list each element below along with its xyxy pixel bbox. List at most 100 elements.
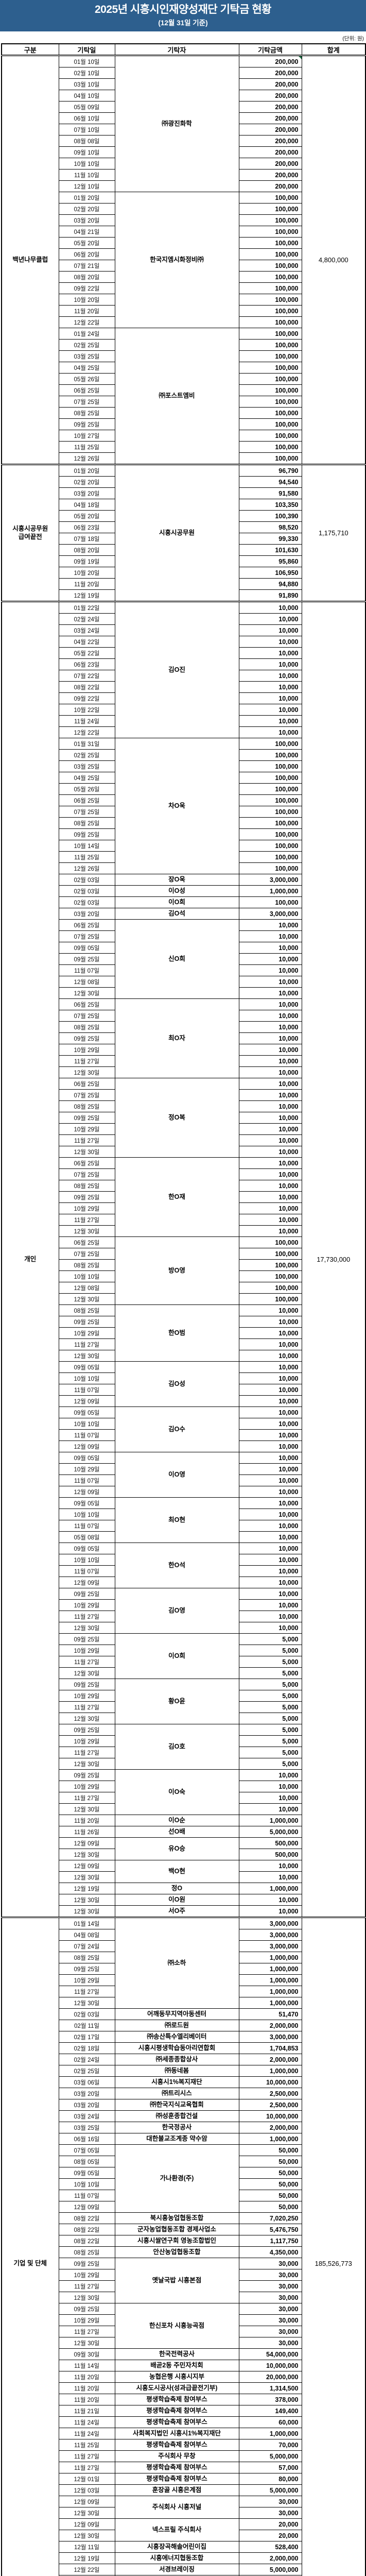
date-cell: 12월 30일 [58, 1871, 115, 1884]
date-cell: 09월 30일 [58, 2348, 115, 2361]
amount-cell: 100,000 [238, 452, 302, 465]
date-cell: 04월 25일 [58, 362, 115, 374]
amount-cell: 100,000 [238, 384, 302, 397]
date-cell: 06월 25일 [58, 1078, 115, 1090]
date-cell: 09월 25일 [58, 828, 115, 841]
date-cell: 12월 22일 [58, 2564, 115, 2576]
date-cell: 06월 23일 [58, 521, 115, 534]
date-cell: 02월 24일 [58, 2054, 115, 2066]
table-row: 12월 10일 200,000 [2, 180, 365, 193]
table-row: 03월 25일 100,000 [2, 760, 365, 773]
date-cell: 10월 29일 [58, 1781, 115, 1793]
date-cell: 12월 30일 [58, 1758, 115, 1770]
amount-cell: 1,000,000 [238, 2428, 302, 2440]
date-cell: 05월 20일 [58, 510, 115, 522]
date-cell: 02월 03일 [58, 885, 115, 897]
amount-cell: 10,000 [238, 1157, 302, 1170]
donor-name-cell: 김O영 [114, 1588, 239, 1634]
amount-cell: 3,000,000 [238, 908, 302, 920]
amount-cell: 10,000 [238, 1497, 302, 1510]
date-cell: 10월 29일 [58, 1463, 115, 1476]
amount-cell: 10,000 [238, 681, 302, 693]
date-cell: 12월 11일 [58, 2541, 115, 2553]
amount-cell: 10,000 [238, 692, 302, 705]
date-cell: 06월 25일 [58, 794, 115, 807]
table-row: 11월 27일 10,000 [2, 1338, 365, 1351]
table-row: 07월 25일 10,000 [2, 1010, 365, 1022]
table-row: 11월 26일 선O배 5,000,000 [2, 1826, 365, 1838]
donor-name-cell: 사회복지법인 시흥시1%복지재단 [114, 2428, 239, 2440]
amount-cell: 10,000 [238, 1168, 302, 1181]
date-cell: 11월 20일 [58, 2371, 115, 2383]
table-row: 02월 03일 장O욱 3,000,000 [2, 874, 365, 886]
table-row: 08월 25일 10,000 [2, 1100, 365, 1113]
amount-cell: 100,000 [238, 226, 302, 238]
amount-cell: 100,000 [238, 248, 302, 261]
amount-cell: 30,000 [238, 2269, 302, 2281]
table-row: 03월 20일 김O석 3,000,000 [2, 908, 365, 920]
donor-name-cell: 정O [114, 1883, 239, 1895]
date-cell: 01월 20일 [58, 192, 115, 204]
table-row: 12월 30일 20,000 [2, 2530, 365, 2542]
table-row: 06월 25일 100,000 [2, 384, 365, 397]
date-cell: 09월 19일 [58, 555, 115, 568]
donor-name-cell: 한국정공사 [114, 2122, 239, 2134]
amount-cell: 10,000 [238, 1622, 302, 1634]
date-cell: 03월 24일 [58, 2110, 115, 2123]
amount-cell: 528,400 [238, 2541, 302, 2553]
table-row: 10월 29일 30,000 [2, 2314, 365, 2327]
amount-cell: 10,000 [238, 1202, 302, 1215]
date-cell: 12월 30일 [58, 1622, 115, 1634]
table-row: 12월 09일 백O현 10,000 [2, 1860, 365, 1884]
amount-cell: 10,000 [238, 1905, 302, 1918]
date-cell: 12월 30일 [58, 2507, 115, 2519]
amount-cell: 10,000 [238, 1021, 302, 1033]
table-row: 06월 25일 한O재 10,000 [2, 1157, 365, 1238]
title-bar: 2025년 시흥시인재양성재단 기탁금 현황 (12월 31일 기준) [0, 0, 366, 32]
date-cell: 09월 25일 [58, 1633, 115, 1646]
amount-cell: 30,000 [238, 2507, 302, 2519]
amount-cell: 10,000 [238, 1860, 302, 1872]
date-cell: 12월 30일 [58, 1667, 115, 1680]
date-cell: 08월 25일 [58, 1952, 115, 1964]
amount-cell: 1,314,500 [238, 2382, 302, 2395]
date-cell: 07월 25일 [58, 806, 115, 818]
amount-cell: 10,000 [238, 1599, 302, 1612]
amount-cell: 20,000 [238, 2530, 302, 2542]
date-cell: 06월 10일 [58, 112, 115, 125]
table-row: 10월 29일 10,000 [2, 1202, 365, 1215]
donor-name-cell: 이O성 [114, 885, 239, 897]
date-cell: 10월 22일 [58, 704, 115, 716]
date-cell: 12월 30일 [58, 1713, 115, 1725]
donor-name-cell: 정O복 [114, 1078, 239, 1158]
date-cell: 03월 20일 [58, 908, 115, 920]
donor-name-cell: 가나환경(주) [114, 2144, 239, 2213]
donor-name-cell: 한O석 [114, 1543, 239, 1589]
date-cell: 08월 22일 [58, 2212, 115, 2225]
date-cell: 05월 20일 [58, 237, 115, 249]
date-cell: 11월 24일 [58, 2416, 115, 2429]
amount-cell: 10,000 [238, 613, 302, 625]
table-row: 09월 05일 10,000 [2, 942, 365, 954]
donor-name-cell: ㈜세종종합상사 [114, 2054, 239, 2066]
table-row: 10월 10일 50,000 [2, 2178, 365, 2191]
table-row: 05월 22일 10,000 [2, 647, 365, 659]
date-cell: 12월 09일 [58, 2201, 115, 2213]
date-cell: 11월 27일 [58, 1611, 115, 1623]
amount-cell: 1,000,000 [238, 1997, 302, 2009]
donor-name-cell: 차O욱 [114, 738, 239, 875]
donor-name-cell: ㈜포스트엠비 [114, 328, 239, 465]
date-cell: 03월 20일 [58, 2099, 115, 2111]
amount-cell: 30,000 [238, 2326, 302, 2338]
donor-name-cell: 이O희 [114, 1633, 239, 1680]
date-cell: 09월 25일 [58, 1316, 115, 1328]
date-cell: 11월 27일 [58, 1701, 115, 1714]
table-row: 08월 20일 100,000 [2, 271, 365, 283]
amount-cell: 10,000 [238, 1486, 302, 1498]
amount-cell: 10,000 [238, 942, 302, 954]
date-cell: 11월 27일 [58, 1055, 115, 1067]
amount-cell: 4,350,000 [238, 2246, 302, 2259]
table-row: 12월 01일 평생학습축제 참여부스 80,000 [2, 2473, 365, 2485]
amount-cell: 200,000 [238, 90, 302, 102]
amount-cell: 378,000 [238, 2394, 302, 2406]
